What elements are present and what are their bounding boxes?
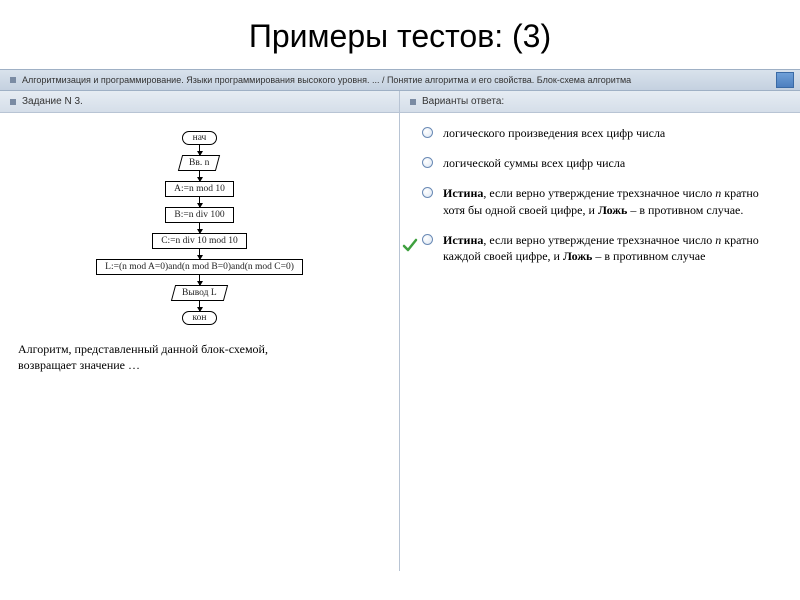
left-panel-header: Задание N 3.: [0, 91, 399, 113]
fc-c: C:=n div 10 mod 10: [152, 233, 247, 249]
arrow-icon: [199, 145, 200, 155]
arrow-icon: [199, 171, 200, 181]
arrow-icon: [199, 301, 200, 311]
right-panel-header: Варианты ответа:: [400, 91, 800, 113]
left-panel: Задание N 3. нач Вв. n A:=n mod 10 B:=n …: [0, 91, 400, 571]
fc-end: кон: [182, 311, 218, 325]
radio-icon[interactable]: [422, 187, 433, 198]
flowchart: нач Вв. n A:=n mod 10 B:=n div 100 C:=n …: [18, 131, 381, 325]
radio-icon[interactable]: [422, 234, 433, 245]
breadcrumb-text: Алгоритмизация и программирование. Языки…: [22, 75, 631, 85]
answer-option[interactable]: логической суммы всех цифр числа: [422, 155, 778, 171]
left-panel-body: нач Вв. n A:=n mod 10 B:=n div 100 C:=n …: [0, 113, 399, 387]
right-panel: Варианты ответа: логического произведени…: [400, 91, 800, 571]
answer-text: Истина, если верно утверждение трехзначн…: [443, 232, 778, 264]
answers-header: Варианты ответа:: [422, 96, 504, 107]
content-columns: Задание N 3. нач Вв. n A:=n mod 10 B:=n …: [0, 91, 800, 571]
answers-list: логического произведения всех цифр числа…: [400, 113, 800, 290]
answer-option[interactable]: Истина, если верно утверждение трехзначн…: [422, 232, 778, 264]
task-number: Задание N 3.: [22, 96, 83, 107]
fc-input: Вв. n: [178, 155, 221, 171]
breadcrumb-marker-icon: [10, 77, 16, 83]
fc-l: L:=(n mod A=0)and(n mod B=0)and(n mod C=…: [96, 259, 303, 275]
answer-text: Истина, если верно утверждение трехзначн…: [443, 185, 778, 217]
radio-icon[interactable]: [422, 127, 433, 138]
panel-marker-icon: [410, 99, 416, 105]
slide-title: Примеры тестов: (3): [0, 0, 800, 69]
answer-text: логической суммы всех цифр числа: [443, 155, 778, 171]
fc-start: нач: [182, 131, 218, 145]
arrow-icon: [199, 275, 200, 285]
answer-option[interactable]: логического произведения всех цифр числа: [422, 125, 778, 141]
checkmark-icon: [402, 238, 418, 254]
breadcrumb: Алгоритмизация и программирование. Языки…: [0, 69, 800, 91]
answer-option[interactable]: Истина, если верно утверждение трехзначн…: [422, 185, 778, 217]
radio-icon[interactable]: [422, 157, 433, 168]
panel-marker-icon: [10, 99, 16, 105]
fc-b: B:=n div 100: [165, 207, 233, 223]
question-text: Алгоритм, представленный данной блок-схе…: [18, 341, 318, 373]
breadcrumb-button[interactable]: [776, 72, 794, 88]
arrow-icon: [199, 197, 200, 207]
fc-output: Вывод L: [171, 285, 228, 301]
answer-text: логического произведения всех цифр числа: [443, 125, 778, 141]
fc-a: A:=n mod 10: [165, 181, 234, 197]
arrow-icon: [199, 223, 200, 233]
arrow-icon: [199, 249, 200, 259]
